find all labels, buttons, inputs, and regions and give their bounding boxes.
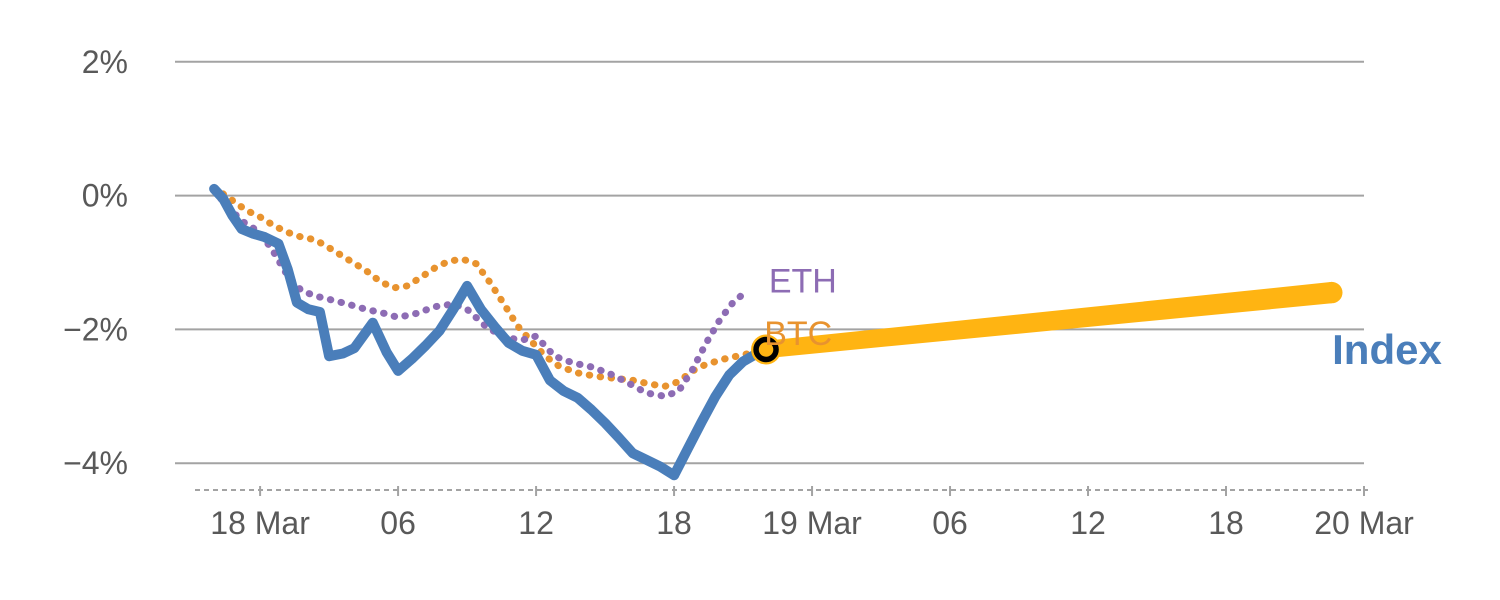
y-axis-tick-label: −2% bbox=[63, 311, 128, 347]
x-axis-tick-label: 19 Mar bbox=[762, 505, 862, 541]
y-axis-tick-label: 0% bbox=[82, 178, 128, 214]
x-axis-tick-label: 18 bbox=[656, 505, 692, 541]
index-series-label: Index bbox=[1332, 326, 1442, 373]
x-axis-tick-label: 18 bbox=[1208, 505, 1244, 541]
index-line bbox=[209, 183, 772, 481]
x-axis-tick-label: 06 bbox=[380, 505, 416, 541]
btc-series-label: BTC bbox=[764, 315, 832, 353]
x-axis-tick-label: 12 bbox=[1070, 505, 1106, 541]
eth-series-label: ETH bbox=[769, 263, 837, 301]
x-axis-tick-label: 18 Mar bbox=[210, 505, 310, 541]
x-axis-tick-label: 06 bbox=[932, 505, 968, 541]
forecast-band bbox=[766, 281, 1332, 359]
btc-line bbox=[210, 184, 770, 390]
y-axis-tick-label: −4% bbox=[63, 445, 128, 481]
x-axis-tick-label: 20 Mar bbox=[1314, 505, 1414, 541]
x-axis-tick-label: 12 bbox=[518, 505, 554, 541]
y-axis-tick-label: 2% bbox=[82, 44, 128, 80]
forecast-band-endcap bbox=[1321, 281, 1343, 304]
endpoint-marker bbox=[753, 336, 779, 363]
